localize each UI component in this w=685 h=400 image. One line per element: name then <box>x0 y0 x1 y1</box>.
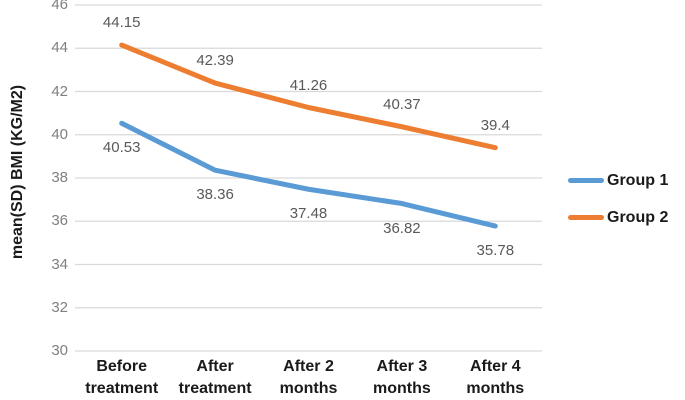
data-label: 42.39 <box>196 52 234 70</box>
y-tick-label: 46 <box>51 0 68 13</box>
y-tick-label: 30 <box>51 342 68 359</box>
x-category-label: Before treatment <box>85 358 159 397</box>
legend-entry-group-2: Group 2 <box>568 207 668 228</box>
y-tick-label: 38 <box>51 169 68 186</box>
y-tick-label: 32 <box>51 298 68 316</box>
data-label: 40.53 <box>102 139 141 157</box>
data-label: 36.82 <box>383 219 421 237</box>
data-label: 39.4 <box>480 116 510 134</box>
y-tick-label: 44 <box>51 39 68 57</box>
data-label: 38.36 <box>196 186 234 204</box>
legend-label: Group 2 <box>607 208 669 226</box>
x-category-label: After 4 months <box>466 358 525 397</box>
data-label: 35.78 <box>476 242 515 259</box>
y-tick-label: 42 <box>51 82 68 100</box>
legend: Group 1 Group 2 <box>568 170 668 228</box>
y-tick-label: 36 <box>51 212 68 230</box>
legend-swatch-icon <box>568 178 604 183</box>
data-label: 37.48 <box>289 205 328 223</box>
data-label: 40.37 <box>383 95 421 113</box>
y-tick-label: 34 <box>51 255 68 273</box>
data-label: 44.15 <box>102 14 141 31</box>
legend-entry-group-1: Group 1 <box>568 170 668 191</box>
x-category-label: After 2 months <box>279 358 338 397</box>
series-line-group-1 <box>119 120 498 229</box>
legend-swatch-icon <box>568 215 604 220</box>
data-label: 41.26 <box>289 76 328 94</box>
legend-label: Group 1 <box>607 171 669 189</box>
x-category-label: After 3 months <box>373 358 431 397</box>
y-tick-label: 40 <box>51 125 68 143</box>
series-line-group-2 <box>119 42 498 151</box>
x-category-label: After treatment <box>178 358 252 397</box>
